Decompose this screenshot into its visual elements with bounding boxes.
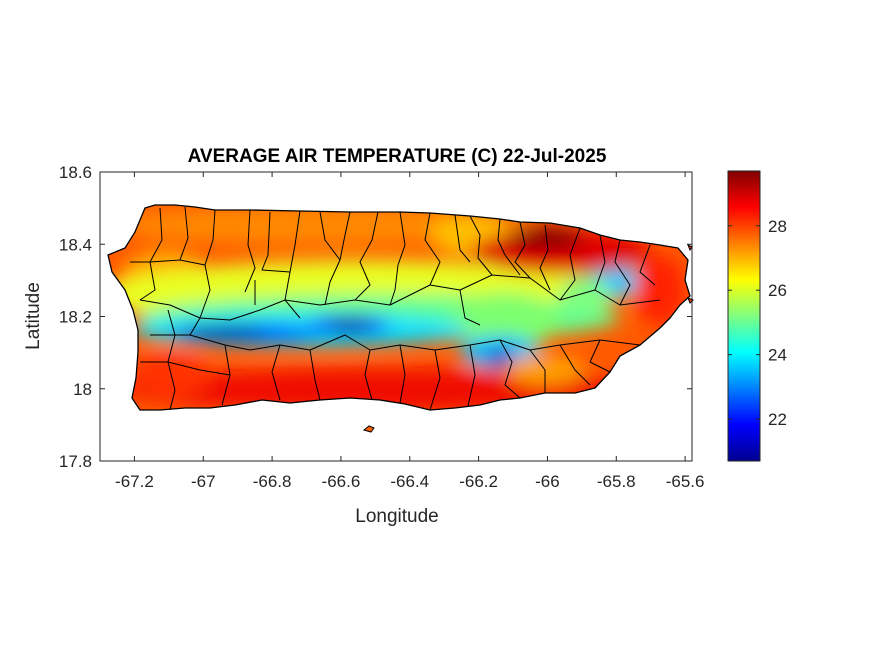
cold-spot-east <box>488 349 512 365</box>
x-tick-label: -66 <box>535 472 560 491</box>
x-tick-label: -65.8 <box>597 472 636 491</box>
cold-core-center <box>328 320 372 332</box>
x-tick-label: -65.6 <box>666 472 705 491</box>
east-cay-south <box>687 297 694 304</box>
east-green-patch <box>450 292 560 348</box>
y-tick-label: 18.2 <box>59 308 92 327</box>
el-yunque-green <box>560 277 610 313</box>
y-axis: 17.8 18 18.2 18.4 18.6 <box>59 163 692 471</box>
y-tick-label: 17.8 <box>59 452 92 471</box>
colorbar-tick-label: 26 <box>768 281 787 300</box>
colorbar-tick-label: 28 <box>768 217 787 236</box>
colorbar-ticks: 22 24 26 28 <box>728 217 787 429</box>
east-cay <box>687 243 693 252</box>
x-tick-label: -66.8 <box>253 472 292 491</box>
y-tick-label: 18.4 <box>59 235 92 254</box>
municipality-boundaries <box>130 206 661 411</box>
sw-hot-patch <box>130 353 210 397</box>
cold-core-west <box>185 326 265 338</box>
x-tick-label: -67 <box>191 472 216 491</box>
y-tick-label: 18 <box>73 380 92 399</box>
x-tick-label: -67.2 <box>115 472 154 491</box>
y-axis-label: Latitude <box>23 282 44 350</box>
x-axis: -67.2 -67 -66.8 -66.6 -66.4 -66.2 -66 -65.8 -65.… <box>115 172 704 491</box>
map-title: AVERAGE AIR TEMPERATURE (C) 22-Jul-2025 <box>188 146 607 167</box>
x-tick-label: -66.6 <box>322 472 361 491</box>
x-tick-label: -66.4 <box>390 472 429 491</box>
y-tick-label: 18.6 <box>59 163 92 182</box>
colorbar-tick-label: 22 <box>768 410 787 429</box>
east-red-tip <box>635 255 685 325</box>
x-tick-label: -66.2 <box>459 472 498 491</box>
x-axis-label: Longitude <box>355 506 438 527</box>
colorbar-tick-label: 24 <box>768 346 787 365</box>
caja-de-muertos-island <box>362 425 375 433</box>
colorbar <box>727 170 761 462</box>
